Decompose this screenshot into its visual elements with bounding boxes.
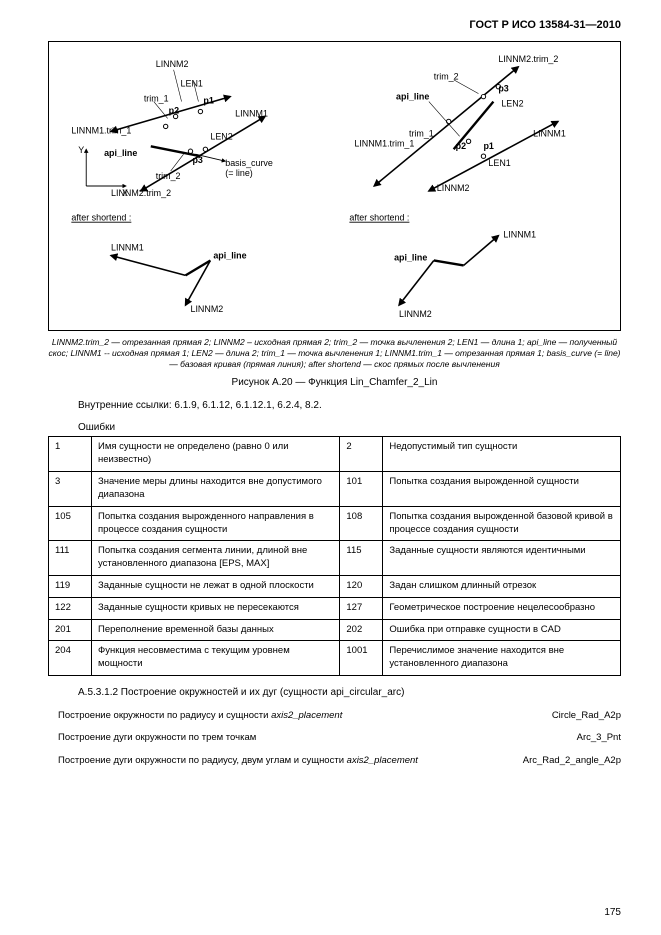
table-row: 1Имя сущности не определено (равно 0 или… [49, 437, 621, 472]
error-text: Заданные сущности не лежат в одной плоск… [92, 575, 340, 597]
construction-desc: Построение окружности по радиусу и сущно… [58, 710, 342, 723]
lbl-p2-b: p2 [456, 141, 466, 151]
lbl-trim2-b: trim_2 [434, 72, 459, 82]
error-code: 108 [340, 506, 383, 541]
lbl-len1-b: LEN1 [488, 158, 510, 168]
table-row: 3Значение меры длины находится вне допус… [49, 472, 621, 507]
internal-refs: Внутренние ссылки: 6.1.9, 6.1.12, 6.1.12… [78, 399, 621, 413]
error-code: 3 [49, 472, 92, 507]
error-text: Значение меры длины находится вне допуст… [92, 472, 340, 507]
lbl-linnm1-c: LINNM1 [111, 242, 144, 252]
figure-a20: Y X LINNM [48, 41, 621, 331]
lbl-trim1: trim_1 [144, 93, 169, 103]
lbl-p3-b: p3 [498, 83, 508, 93]
doc-header: ГОСТ Р ИСО 13584-31—2010 [48, 18, 621, 33]
lbl-linnm2-b: LINNM2 [437, 183, 470, 193]
error-code: 2 [340, 437, 383, 472]
figure-title: Рисунок А.20 — Функция Lin_Chamfer_2_Lin [48, 376, 621, 390]
table-row: 204Функция несовместима с текущим уровне… [49, 641, 621, 676]
lbl-linnm1-b: LINNM1 [533, 128, 566, 138]
table-row: 122Заданные сущности кривых не пересекаю… [49, 597, 621, 619]
errors-label: Ошибки [78, 421, 621, 435]
error-text: Попытка создания вырожденной базовой кри… [383, 506, 621, 541]
diagram-right-lower: LINNM1 LINNM2 api_line [394, 229, 536, 318]
construction-desc: Построение дуги окружности по радиусу, д… [58, 755, 418, 768]
lbl-trim1-b: trim_1 [409, 128, 434, 138]
lbl-linnm1trim1-b: LINNM1.trim_1 [354, 138, 414, 148]
axis-y-label: Y [78, 145, 84, 155]
lbl-p2: p2 [169, 105, 179, 115]
lbl-apiline: api_line [104, 148, 137, 158]
lbl-basiscurve: basis_curve(= line) [225, 158, 273, 178]
error-code: 201 [49, 619, 92, 641]
error-code: 122 [49, 597, 92, 619]
error-code: 115 [340, 541, 383, 576]
error-code: 105 [49, 506, 92, 541]
error-code: 120 [340, 575, 383, 597]
error-text: Заданные сущности являются идентичными [383, 541, 621, 576]
construction-func: Arc_Rad_2_angle_A2p [523, 755, 621, 768]
error-code: 1 [49, 437, 92, 472]
error-code: 111 [49, 541, 92, 576]
lbl-trim2: trim_2 [156, 171, 181, 181]
construction-row: Построение окружности по радиусу и сущно… [58, 710, 621, 723]
error-text: Попытка создания вырожденной сущности [383, 472, 621, 507]
table-row: 201Переполнение временной базы данных202… [49, 619, 621, 641]
error-text: Имя сущности не определено (равно 0 или … [92, 437, 340, 472]
subsection-heading: А.5.3.1.2 Построение окружностей и их ду… [78, 686, 621, 700]
lbl-linnm2trim2-b: LINNM2.trim_2 [498, 54, 558, 64]
error-text: Функция несовместима с текущим уровнем м… [92, 641, 340, 676]
diagram-left-lower: LINNM1 LINNM2 api_line [111, 242, 247, 314]
error-text: Ошибка при отправке сущности в CAD [383, 619, 621, 641]
error-text: Попытка создания сегмента линии, длиной … [92, 541, 340, 576]
lbl-linnm2: LINNM2 [156, 59, 189, 69]
page-number: 175 [604, 906, 621, 920]
lbl-linnm2trim2: LINNM2.trim_2 [111, 188, 171, 198]
lbl-aftershortend-a: after shortend : [71, 213, 131, 223]
error-text: Недопустимый тип сущности [383, 437, 621, 472]
error-code: 204 [49, 641, 92, 676]
lbl-p3: p3 [192, 155, 202, 165]
lbl-linnm2-c: LINNM2 [191, 304, 224, 314]
errors-table: 1Имя сущности не определено (равно 0 или… [48, 436, 621, 676]
construction-desc: Построение дуги окружности по трем точка… [58, 732, 256, 745]
error-text: Геометрическое построение нецелесообразн… [383, 597, 621, 619]
lbl-len1: LEN1 [181, 79, 203, 89]
error-text: Заданные сущности кривых не пересекаются [92, 597, 340, 619]
figure-caption: LINNM2.trim_2 — отрезанная прямая 2; LIN… [48, 337, 621, 370]
table-row: 105Попытка создания вырожденного направл… [49, 506, 621, 541]
construction-func: Arc_3_Pnt [577, 732, 621, 745]
error-text: Задан слишком длинный отрезок [383, 575, 621, 597]
construction-row: Построение дуги окружности по радиусу, д… [58, 755, 621, 768]
lbl-p1-b: p1 [483, 141, 493, 151]
error-code: 127 [340, 597, 383, 619]
error-text: Переполнение временной базы данных [92, 619, 340, 641]
lbl-len2-b: LEN2 [501, 98, 523, 108]
diagram-left-upper: Y X LINNM [71, 59, 273, 223]
error-code: 1001 [340, 641, 383, 676]
lbl-aftershortend-b: after shortend : [349, 213, 409, 223]
figure-svg: Y X LINNM [49, 42, 620, 330]
lbl-apiline-b: api_line [396, 91, 429, 101]
error-code: 119 [49, 575, 92, 597]
error-text: Перечислимое значение находится вне уста… [383, 641, 621, 676]
table-row: 111Попытка создания сегмента линии, длин… [49, 541, 621, 576]
constructions-list: Построение окружности по радиусу и сущно… [48, 710, 621, 768]
diagram-right-upper: LINNM2.trim_2 LINNM2 LINNM1 LINNM1.trim_… [349, 54, 565, 223]
error-code: 202 [340, 619, 383, 641]
table-row: 119Заданные сущности не лежат в одной пл… [49, 575, 621, 597]
lbl-linnm1trim1: LINNM1.trim_1 [71, 125, 131, 135]
lbl-apiline-d: api_line [394, 252, 427, 262]
construction-func: Circle_Rad_A2p [552, 710, 621, 723]
lbl-len2: LEN2 [210, 131, 232, 141]
lbl-linnm2-d: LINNM2 [399, 309, 432, 319]
lbl-apiline-c: api_line [213, 250, 246, 260]
page: ГОСТ Р ИСО 13584-31—2010 Y X [0, 0, 661, 935]
lbl-linnm1-d: LINNM1 [503, 229, 536, 239]
construction-row: Построение дуги окружности по трем точка… [58, 732, 621, 745]
lbl-p1: p1 [203, 95, 213, 105]
error-code: 101 [340, 472, 383, 507]
lbl-linnm1: LINNM1 [235, 108, 268, 118]
error-text: Попытка создания вырожденного направлени… [92, 506, 340, 541]
